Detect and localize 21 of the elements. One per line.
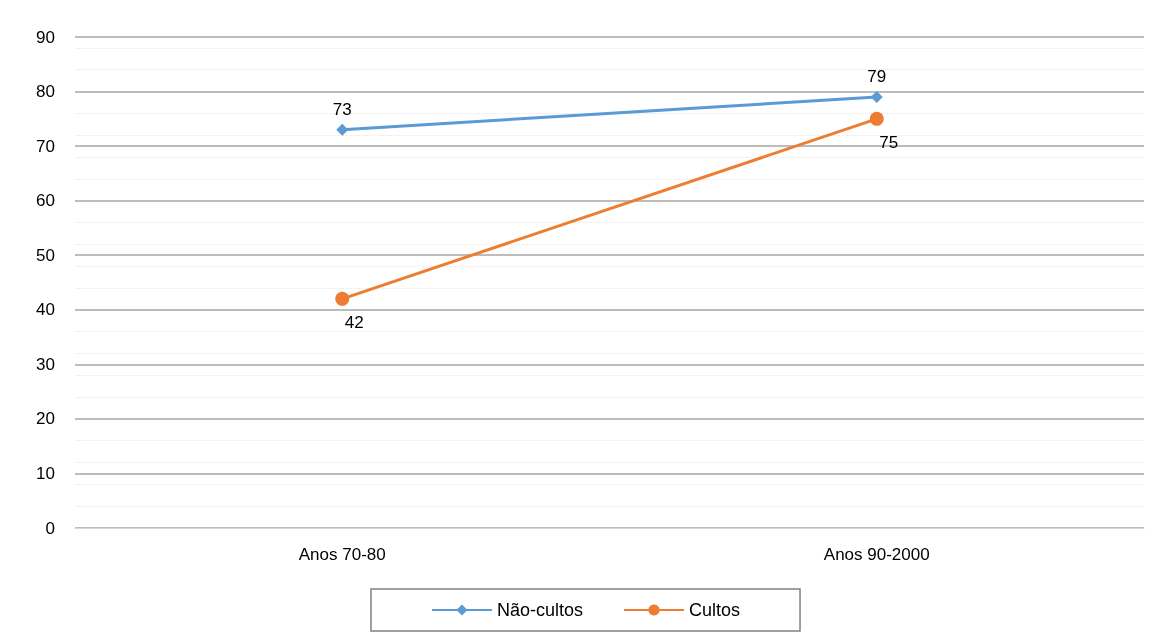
y-tick-label: 40 bbox=[36, 300, 55, 320]
y-tick-label: 70 bbox=[36, 136, 55, 156]
point bbox=[869, 111, 884, 126]
legend-label: Cultos bbox=[689, 600, 741, 620]
x-tick-label: Anos 70-80 bbox=[298, 545, 386, 564]
x-tick-label: Anos 90-2000 bbox=[823, 545, 930, 564]
y-tick-label: 80 bbox=[36, 82, 55, 102]
point bbox=[335, 291, 350, 306]
y-tick-label: 60 bbox=[36, 191, 55, 211]
point bbox=[336, 123, 349, 136]
y-tick-label: 50 bbox=[36, 245, 55, 265]
y-tick-label: 10 bbox=[36, 463, 55, 483]
data-label: 73 bbox=[332, 99, 352, 119]
data-label: 42 bbox=[344, 312, 364, 332]
y-tick-label: 20 bbox=[36, 409, 55, 429]
y-tick-label: 90 bbox=[36, 27, 55, 47]
data-label: 79 bbox=[867, 67, 887, 87]
y-tick-label: 30 bbox=[36, 354, 55, 374]
data-label: 75 bbox=[879, 132, 899, 152]
y-tick-label: 0 bbox=[45, 518, 55, 538]
legend-label: Não-cultos bbox=[496, 600, 584, 620]
